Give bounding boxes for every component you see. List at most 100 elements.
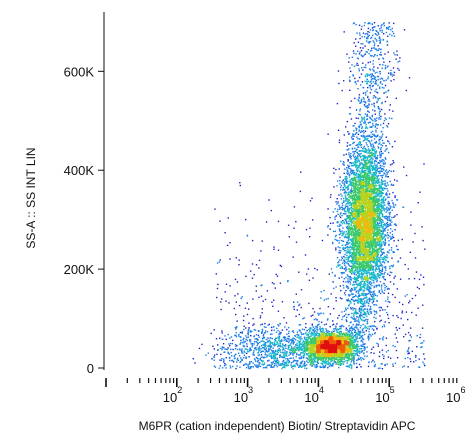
data-point (353, 247, 355, 249)
data-point (360, 116, 363, 118)
data-point (381, 236, 383, 238)
data-point (238, 355, 241, 357)
data-point (352, 210, 354, 213)
data-point (341, 256, 343, 258)
data-point (388, 213, 391, 215)
data-point (381, 266, 384, 268)
data-point (277, 360, 280, 362)
data-point (267, 351, 269, 353)
data-point (384, 241, 387, 244)
data-point (327, 318, 329, 320)
data-point (376, 244, 379, 246)
data-point (259, 341, 261, 344)
data-point (380, 27, 382, 29)
data-point (385, 198, 387, 200)
data-point (377, 49, 380, 51)
data-point (248, 340, 251, 342)
data-point (363, 289, 366, 291)
data-point (334, 274, 336, 276)
data-point (343, 183, 346, 185)
data-point (269, 352, 272, 354)
data-point (309, 236, 311, 238)
data-point (364, 113, 366, 115)
data-point (367, 328, 369, 330)
data-point (246, 234, 249, 237)
data-point (364, 137, 366, 139)
data-point (262, 356, 265, 359)
data-point (287, 358, 289, 360)
data-point (350, 172, 353, 175)
data-point (260, 295, 263, 297)
data-point (357, 332, 359, 334)
data-point (298, 366, 300, 368)
data-point (389, 223, 391, 225)
data-point (341, 311, 343, 313)
data-point (371, 173, 373, 176)
data-point (389, 180, 391, 183)
data-point (381, 152, 383, 155)
data-point (378, 269, 380, 271)
data-point (358, 68, 360, 70)
data-point (402, 366, 404, 368)
data-point (363, 349, 365, 351)
data-point (423, 163, 425, 165)
data-point (380, 319, 382, 321)
data-point (350, 246, 352, 249)
data-point (238, 259, 240, 261)
data-point (346, 285, 348, 287)
data-point (372, 299, 374, 301)
data-point (345, 213, 347, 215)
data-point (348, 325, 350, 327)
data-point (392, 251, 395, 254)
data-point (360, 167, 362, 169)
data-point (381, 165, 383, 167)
data-point (364, 149, 367, 151)
data-point (354, 278, 357, 280)
data-point (363, 313, 365, 316)
data-point (367, 302, 369, 304)
data-point (309, 327, 311, 329)
data-point (364, 120, 366, 122)
data-point (354, 155, 357, 158)
data-point (226, 244, 229, 247)
data-point (369, 277, 371, 279)
data-point (243, 328, 245, 331)
data-point (380, 265, 382, 267)
data-point (386, 221, 389, 224)
data-point (383, 210, 385, 212)
data-point (328, 362, 330, 364)
data-point (348, 252, 351, 255)
data-point (353, 286, 355, 289)
data-point (381, 269, 384, 271)
data-point (411, 350, 413, 353)
data-point (247, 365, 249, 367)
data-point (297, 360, 299, 362)
data-point (369, 61, 371, 63)
data-point (381, 237, 383, 240)
data-point (376, 312, 378, 314)
data-point (365, 301, 368, 304)
data-point (294, 365, 296, 368)
data-point (371, 162, 373, 164)
data-point (277, 249, 280, 251)
data-point (319, 365, 321, 368)
data-point (384, 113, 386, 115)
data-point (259, 349, 261, 352)
data-point (307, 355, 310, 357)
data-point (323, 299, 325, 301)
data-point (379, 245, 381, 247)
data-point (361, 36, 363, 38)
data-point (337, 317, 339, 319)
data-point (358, 187, 361, 189)
data-point (343, 292, 346, 294)
data-point (373, 77, 376, 79)
data-point (235, 334, 237, 336)
data-point (319, 328, 321, 330)
data-point (240, 342, 242, 344)
data-point (268, 348, 270, 350)
data-point (376, 275, 379, 277)
data-point (352, 50, 355, 52)
data-point (360, 146, 362, 148)
data-point (247, 350, 249, 352)
data-point (327, 133, 329, 135)
